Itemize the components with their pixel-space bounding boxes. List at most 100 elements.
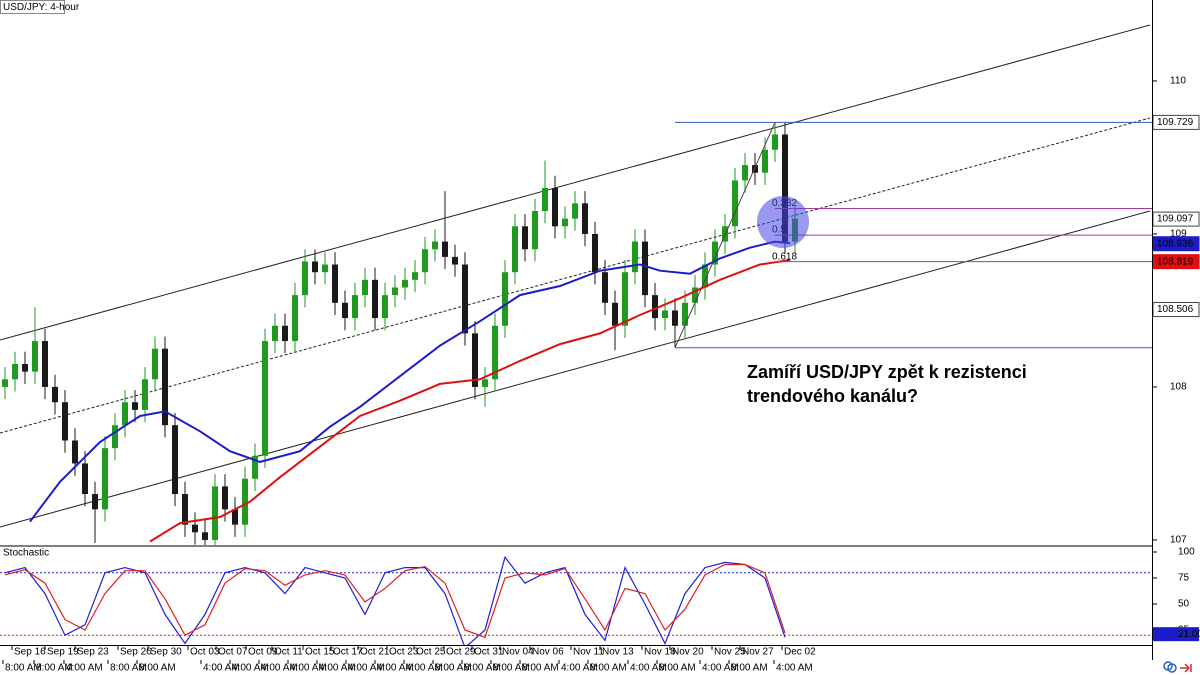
x-tick-label: Nov 20	[672, 647, 704, 658]
x-tick-label: 4:00 AM	[203, 663, 240, 674]
x-tick-label: Sep 23	[77, 647, 109, 658]
indicator-title: Stochastic	[3, 548, 49, 559]
candle-body	[62, 402, 68, 441]
candle-body	[382, 295, 388, 319]
highlight-circle	[757, 196, 809, 248]
candle-body	[272, 325, 278, 342]
x-tick-label: Nov 27	[742, 647, 774, 658]
x-tick-label: 8:00 AM	[659, 663, 696, 674]
annotation: Zamíří USD/JPY zpět k rezistenci	[747, 362, 1027, 382]
price-tag-label: 108.506	[1157, 304, 1194, 315]
x-tick-label: 4:00 AM	[561, 663, 598, 674]
candle-body	[782, 134, 788, 242]
y-tick-label: 50	[1178, 599, 1190, 610]
candle-body	[522, 226, 528, 250]
fib-trend-line	[674, 122, 776, 348]
x-tick-label: Sep 19	[47, 647, 79, 658]
candle-body	[432, 241, 438, 250]
x-tick-label: 8:00 AM	[464, 663, 501, 674]
candle-body	[642, 241, 648, 296]
x-tick-label: 4:00 AM	[319, 663, 356, 674]
x-tick-label: Nov 25	[714, 647, 746, 658]
candle-body	[492, 325, 498, 380]
x-tick-label: Oct 21	[360, 647, 390, 658]
x-tick-label: 8:00 AM	[110, 663, 147, 674]
candle-body	[512, 226, 518, 273]
candle-body	[412, 272, 418, 280]
candle-body	[12, 363, 18, 380]
candle-body	[562, 218, 568, 227]
candle-body	[692, 287, 698, 303]
candle-body	[32, 341, 38, 372]
candle-body	[52, 386, 58, 403]
x-tick-label: 4:00 AM	[406, 663, 443, 674]
x-tick-label: 8:00 AM	[590, 663, 627, 674]
price-tag-label: 108.936	[1157, 238, 1194, 249]
x-tick-label: Oct 29	[446, 647, 476, 658]
candle-body	[712, 241, 718, 265]
x-tick-label: Oct 09	[248, 647, 278, 658]
candle-body	[222, 486, 228, 510]
x-tick-label: Nov 11	[573, 647, 604, 658]
x-tick-label: 4:00 AM	[377, 663, 414, 674]
x-tick-label: Nov 18	[644, 647, 676, 658]
candle-body	[662, 310, 668, 319]
channel-lower	[0, 210, 1151, 528]
candle-body	[542, 188, 548, 211]
title-box	[0, 0, 65, 14]
candle-body	[192, 524, 198, 533]
candle-body	[702, 264, 708, 288]
channel-upper	[0, 24, 1151, 341]
candle-body	[442, 241, 448, 257]
price-tag-label: 109.097	[1157, 214, 1194, 225]
candle-body	[682, 302, 688, 326]
candle-body	[402, 279, 408, 288]
indicator-tag-label: 21.00	[1178, 629, 1200, 640]
x-tick-label: 4:00 AM	[290, 663, 327, 674]
icon	[1180, 663, 1192, 673]
candle-body	[332, 264, 338, 303]
price-tag-label: 108.819	[1157, 256, 1194, 267]
annotation: trendového kanálu?	[747, 386, 918, 406]
candle-body	[312, 261, 318, 273]
candle-body	[672, 310, 678, 326]
x-tick-label: 8:00 AM	[522, 663, 559, 674]
y-tick-label: 109	[1170, 229, 1187, 240]
trend-channel	[0, 24, 1151, 528]
candle-body	[732, 180, 738, 227]
x-tick-label: Sep 30	[150, 647, 182, 658]
x-tick-label: Oct 31	[474, 647, 504, 658]
stochastic-pane	[0, 555, 1152, 645]
candle-body	[252, 455, 258, 479]
candle-body	[582, 203, 588, 234]
y-tick-label: 108	[1170, 382, 1187, 393]
candle-body	[302, 261, 308, 296]
candle-body	[742, 165, 748, 181]
y-tick-label: 110	[1170, 76, 1186, 87]
y-tick-label: 100	[1178, 547, 1195, 558]
x-tick-label: Oct 25	[416, 647, 446, 658]
candle-body	[102, 448, 108, 510]
axes: 107 108 109 110 109.729 109.097 108.936 108.819…	[2, 76, 1200, 674]
candle-body	[482, 379, 488, 387]
candle-body	[502, 272, 508, 326]
price-tag-label: 109.729	[1157, 117, 1194, 128]
x-tick-label: 4:00 AM	[630, 663, 667, 674]
candle-body	[552, 188, 558, 227]
candle-body	[132, 402, 138, 410]
moving-average	[29, 240, 791, 523]
stochastic-line	[4, 563, 786, 639]
candle-body	[762, 149, 768, 173]
x-tick-label: Nov 04	[502, 647, 534, 658]
x-tick-label: Dec 02	[784, 647, 816, 658]
x-tick-label: 4:00 AM	[702, 663, 739, 674]
candle-body	[212, 486, 218, 540]
candle-body	[82, 463, 88, 495]
x-tick-label: 4:00 AM	[776, 663, 813, 674]
candle-body	[282, 325, 288, 342]
x-tick-label: Oct 17	[333, 647, 363, 658]
candle-body	[362, 279, 368, 296]
candle-body	[342, 302, 348, 319]
